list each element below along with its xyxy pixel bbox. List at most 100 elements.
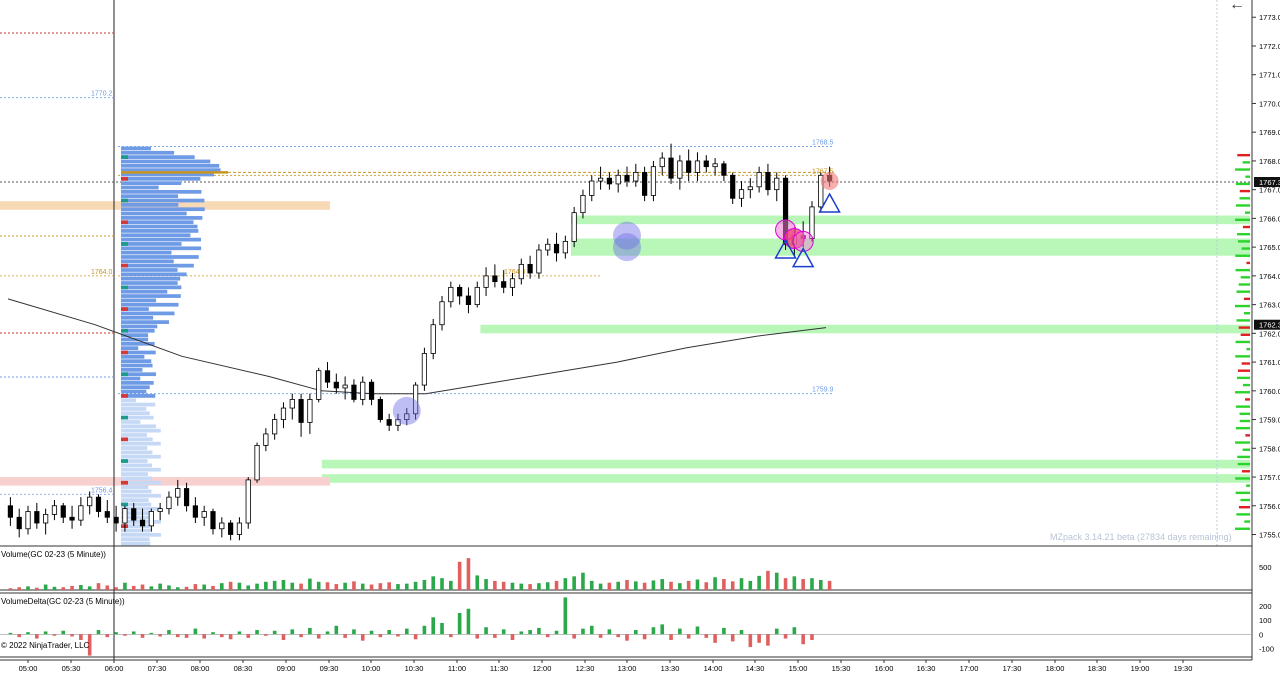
ladder-bar <box>1237 462 1250 466</box>
profile-row <box>121 233 191 238</box>
time-tick-label: 18:00 <box>1046 664 1065 673</box>
delta-bar <box>8 632 13 635</box>
profile-row <box>121 532 161 537</box>
candle-down <box>457 286 463 297</box>
delta-bar <box>378 634 383 638</box>
signal-markers <box>392 172 841 425</box>
back-arrow-icon[interactable]: ← <box>1229 0 1245 13</box>
delta-bar <box>563 597 568 635</box>
volume-bar <box>783 578 788 590</box>
delta-bar <box>96 630 101 635</box>
profile-row <box>121 476 152 481</box>
profile-row <box>121 454 161 459</box>
delta-bar <box>149 632 154 635</box>
profile-row <box>121 480 161 485</box>
candle-down <box>131 508 137 521</box>
delta-tick-label: 200 <box>1259 602 1272 611</box>
profile-delta-tick <box>121 307 128 311</box>
profile-row <box>121 307 149 311</box>
level-label: 1767.5 <box>812 168 834 175</box>
volume-bar <box>131 585 136 590</box>
delta-bar <box>810 634 814 640</box>
profile-row <box>121 389 147 394</box>
profile-row <box>121 367 143 372</box>
volume-bar <box>61 587 66 590</box>
candle-up <box>272 419 278 435</box>
candle-up <box>236 522 243 535</box>
price-axis: 1773.0 1772.0 1771.0 1770.0 1769.0 1768.0 1767… <box>1252 13 1280 540</box>
candle-down <box>113 516 119 524</box>
delta-bar <box>17 634 22 638</box>
volume-profile <box>121 146 834 546</box>
profile-delta-tick <box>121 176 128 181</box>
profile-row <box>121 159 211 164</box>
volume-bar <box>678 583 682 590</box>
profile-row <box>121 350 156 355</box>
volume-bar <box>660 579 665 590</box>
volume-bar <box>193 584 198 590</box>
candle-down <box>228 522 234 535</box>
price-tick-label: 1765.0 <box>1259 243 1280 252</box>
profile-row <box>121 376 141 381</box>
price-tick-label: 1769.0 <box>1259 128 1280 137</box>
delta-bar <box>105 634 110 638</box>
candle-down <box>139 519 146 527</box>
profile-row <box>121 489 152 494</box>
candle-up <box>201 511 207 518</box>
profile-row <box>121 246 202 251</box>
time-tick-label: 13:00 <box>618 664 637 673</box>
delta-bar <box>26 632 30 635</box>
volume-bar <box>369 584 374 590</box>
volume-bar <box>528 584 532 590</box>
profile-row <box>121 168 221 173</box>
candle-up <box>395 419 401 426</box>
time-tick-label: 08:30 <box>234 664 253 673</box>
zone-green <box>571 215 1250 225</box>
price-tick-label: 1758.0 <box>1259 444 1280 453</box>
volume-bar <box>26 586 30 590</box>
delta-bar <box>352 629 356 635</box>
profile-row <box>121 424 156 429</box>
ladder-bar <box>1235 268 1250 272</box>
ladder-bar <box>1235 355 1250 358</box>
delta-bar <box>316 634 321 639</box>
volume-bar <box>43 584 48 590</box>
ladder-bar <box>1235 304 1250 308</box>
imbalance-bubble <box>792 230 814 252</box>
delta-bar <box>519 631 524 635</box>
delta-tick-label: -100 <box>1259 644 1274 653</box>
candle-down <box>668 157 674 179</box>
volume-bar <box>449 580 453 590</box>
level-label: 1764.0 <box>504 269 526 276</box>
ladder-bar <box>1245 434 1250 437</box>
price-tick-label: 1770.0 <box>1259 99 1280 108</box>
moving-average-layer <box>7 298 827 395</box>
delta-bar <box>175 634 180 638</box>
delta-bar <box>413 634 418 640</box>
price-tick-label: 1771.0 <box>1259 71 1280 80</box>
time-tick-label: 12:30 <box>576 664 595 673</box>
volume-bar <box>669 581 673 590</box>
volume-bar <box>272 580 277 590</box>
profile-row <box>121 268 178 272</box>
delta-bar <box>713 634 717 643</box>
volume-bar <box>686 580 691 590</box>
volume-bar <box>810 578 814 590</box>
volume-bar <box>519 583 524 590</box>
delta-bar <box>396 634 400 637</box>
profile-row <box>121 437 153 442</box>
price-tick-label: 1764.0 <box>1259 272 1280 281</box>
ladder-bar <box>1246 347 1250 351</box>
profile-row <box>121 224 198 229</box>
volume-bar <box>766 570 770 590</box>
ladder-bar <box>1235 391 1250 394</box>
candle-up <box>536 249 542 274</box>
zone-pink <box>0 477 330 486</box>
ladder-bar <box>1241 362 1250 365</box>
candle-up <box>51 505 58 515</box>
profile-row <box>121 272 187 277</box>
delta-tick-label: 100 <box>1259 616 1272 625</box>
profile-delta-tick <box>121 220 128 225</box>
